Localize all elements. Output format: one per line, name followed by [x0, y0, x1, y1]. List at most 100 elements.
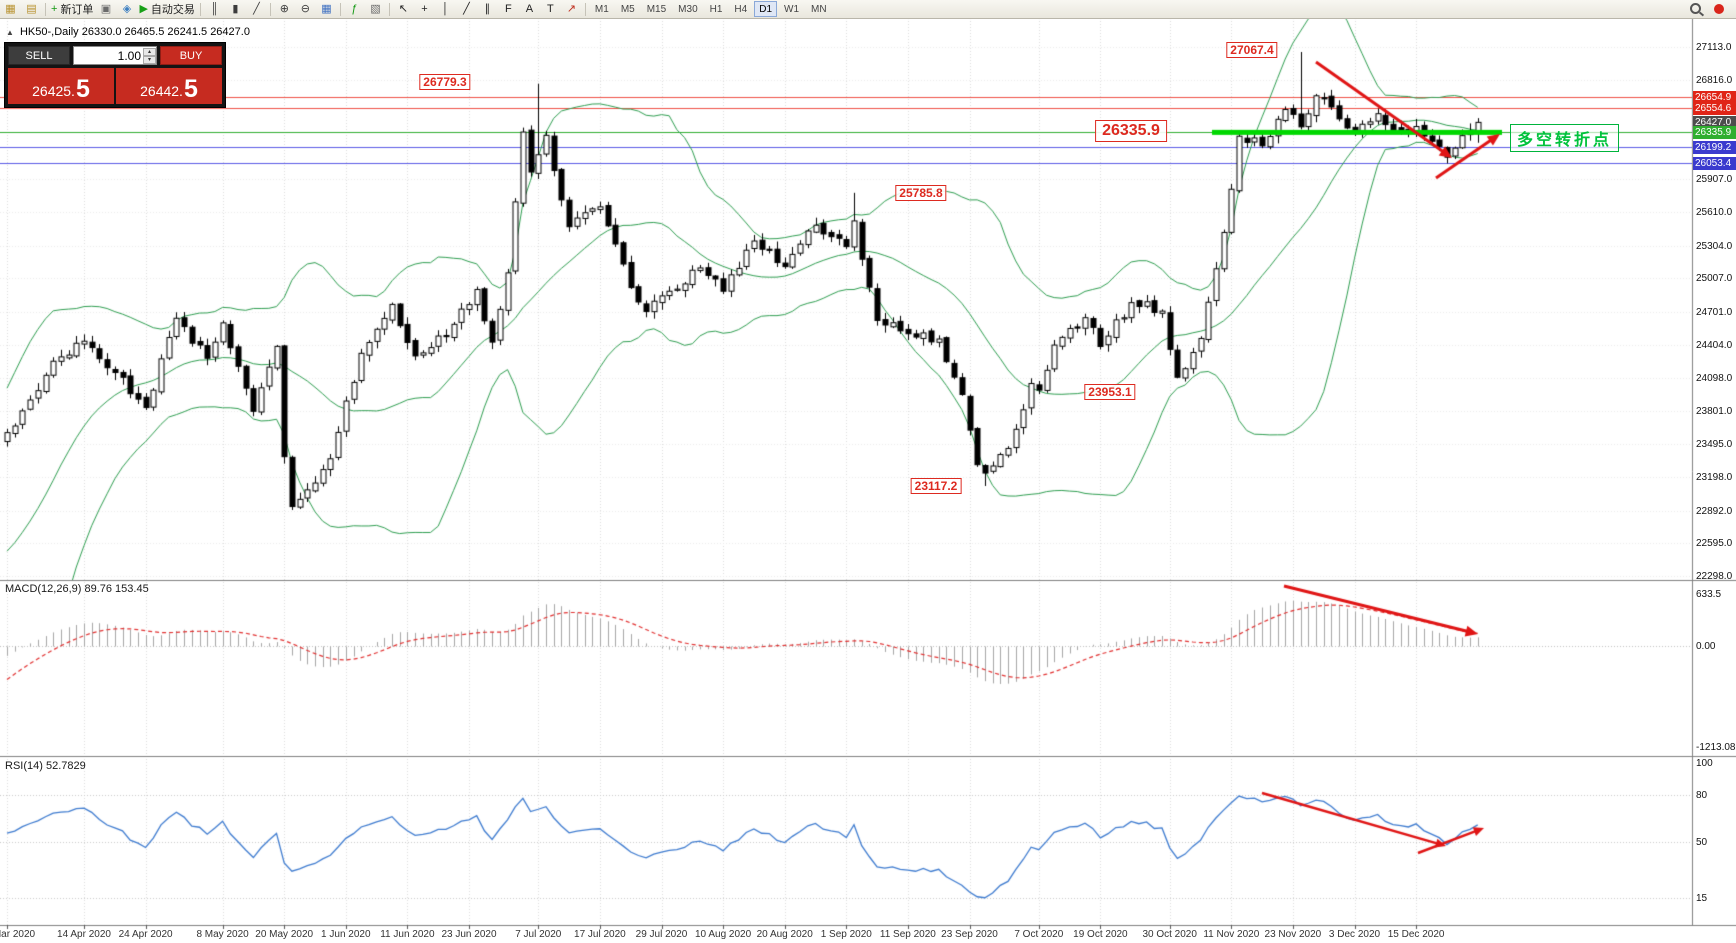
market-watch-button[interactable]: ▣	[95, 1, 116, 17]
price-tick: 24404.0	[1696, 339, 1733, 351]
vertical-line-button[interactable]: │	[435, 1, 456, 17]
price-tag: 26654.9	[1693, 90, 1736, 104]
price-annotation[interactable]: 23117.2	[910, 478, 962, 494]
sell-button[interactable]: SELL	[8, 46, 70, 65]
buy-button[interactable]: BUY	[160, 46, 222, 65]
price-tick: 22298.0	[1696, 571, 1733, 582]
price-annotation[interactable]: 26335.9	[1095, 120, 1167, 142]
date-label: 11 Nov 2020	[1203, 929, 1260, 940]
date-label: 30 Oct 2020	[1142, 929, 1197, 940]
rsi-tick: 50	[1696, 837, 1708, 849]
candlestick-icon: ▮	[232, 2, 239, 15]
line-chart-icon: ╱	[253, 2, 260, 15]
rsi-tick: 100	[1696, 758, 1713, 769]
channel-icon: ∥	[484, 2, 491, 15]
search-button[interactable]	[1686, 1, 1708, 17]
zoom-in-button[interactable]: ⊕	[274, 1, 295, 17]
autotrading-button[interactable]: ▶ 自动交易	[137, 1, 196, 17]
chart-window-icon: ▦	[5, 2, 16, 15]
objects-icon: ▧	[370, 2, 381, 15]
price-tick: 26816.0	[1696, 74, 1733, 86]
macd-label: MACD(12,26,9) 89.76 153.45	[5, 583, 149, 595]
timeframe-m30-button[interactable]: M30	[678, 3, 698, 15]
timeframe-m15-button[interactable]: M15	[646, 3, 667, 15]
timeframe-m5-button[interactable]: M5	[620, 3, 635, 15]
date-label: 1 Jun 2020	[321, 929, 371, 940]
zoom-out-button[interactable]: ⊖	[295, 1, 316, 17]
cursor-button[interactable]: ↖	[393, 1, 414, 17]
line-chart-mode-button[interactable]: ╱	[246, 1, 267, 17]
objects-button[interactable]: ▧	[365, 1, 386, 17]
price-tick: 23198.0	[1696, 472, 1733, 484]
timeframe-h1-button[interactable]: H1	[709, 3, 723, 15]
new-chart-button[interactable]: ▦	[0, 1, 21, 17]
timeframe-h4-button[interactable]: H4	[734, 3, 748, 15]
sell-price-big-digit: 5	[75, 75, 90, 103]
price-annotation[interactable]: 25785.8	[895, 185, 947, 201]
price-annotation[interactable]: 23953.1	[1084, 384, 1136, 400]
date-label: 20 May 2020	[255, 929, 314, 940]
new-order-icon: +	[51, 2, 58, 15]
price-tick: 22892.0	[1696, 505, 1733, 517]
price-tick: 24098.0	[1696, 373, 1733, 385]
date-label: 23 Sep 2020	[941, 929, 998, 940]
tile-windows-button[interactable]: ▦	[316, 1, 337, 17]
profiles-button[interactable]: ▤	[21, 1, 42, 17]
toolbar-separator	[199, 2, 201, 16]
price-tick: 25007.0	[1696, 273, 1733, 285]
toolbar-separator	[584, 2, 586, 16]
crosshair-button[interactable]: +	[414, 1, 435, 17]
note-annotation[interactable]: 多空转折点	[1510, 124, 1620, 152]
candlestick-mode-button[interactable]: ▮	[225, 1, 246, 17]
date-label: 11 Jun 2020	[380, 929, 435, 940]
date-label: 1 Sep 2020	[820, 929, 872, 940]
date-label: 7 Oct 2020	[1014, 929, 1064, 940]
buy-price: 26442.	[140, 83, 183, 99]
timeframe-d1-button[interactable]: D1	[754, 1, 778, 17]
toolbar-separator	[339, 2, 341, 16]
date-label: 20 Aug 2020	[756, 929, 813, 940]
ohlc-values: 26330.0 26465.5 26241.5 26427.0	[81, 26, 250, 38]
bar-chart-mode-button[interactable]: ║	[204, 1, 225, 17]
search-icon	[1690, 2, 1701, 14]
notifications-button[interactable]	[1708, 1, 1730, 17]
volume-stepper[interactable]: 1.00 ▴ ▾	[73, 46, 157, 65]
toolbar-separator	[269, 2, 271, 16]
strategy-tester-button[interactable]: ◈	[116, 1, 137, 17]
sell-price-tile[interactable]: 26425. 5	[8, 68, 114, 104]
autotrading-button-label: 自动交易	[150, 4, 195, 16]
label-button[interactable]: T	[540, 1, 561, 17]
price-annotation[interactable]: 27067.4	[1226, 42, 1278, 58]
volume-down-button[interactable]: ▾	[143, 55, 156, 64]
timeframe-w1-button[interactable]: W1	[784, 3, 800, 15]
channel-button[interactable]: ∥	[477, 1, 498, 17]
volume-up-button[interactable]: ▴	[143, 47, 156, 56]
rsi-label: RSI(14) 52.7829	[5, 760, 86, 772]
text-button[interactable]: A	[519, 1, 540, 17]
price-annotation[interactable]: 26779.3	[419, 74, 471, 90]
date-label: 15 Dec 2020	[1387, 929, 1445, 940]
arrow-tool-button[interactable]: ↗	[561, 1, 582, 17]
price-tick: 23495.0	[1696, 439, 1733, 451]
buy-price-tile[interactable]: 26442. 5	[116, 68, 222, 104]
indicators-button[interactable]: ƒ	[344, 1, 365, 17]
date-label: 8 May 2020	[196, 929, 249, 940]
volume-spinner: ▴ ▾	[143, 47, 156, 64]
timeframe-m1-button[interactable]: M1	[594, 3, 609, 15]
fibonacci-icon: F	[505, 2, 512, 15]
bar-chart-icon: ║	[210, 2, 219, 15]
one-click-trading-panel: SELL 1.00 ▴ ▾ BUY 26425. 5 26442. 5	[4, 42, 226, 108]
price-tick: 25907.0	[1696, 174, 1733, 186]
price-tag: 26053.4	[1693, 156, 1736, 170]
macd-tick: -1213.08	[1696, 742, 1736, 753]
rsi-tick: 15	[1696, 892, 1708, 904]
trendline-button[interactable]: ╱	[456, 1, 477, 17]
zoom-out-icon: ⊖	[300, 2, 311, 15]
date-label: 3 Dec 2020	[1328, 929, 1381, 940]
timeframe-mn-button[interactable]: MN	[811, 3, 827, 15]
panel-collapse-icon[interactable]: ▲	[6, 28, 14, 37]
rsi-tick: 80	[1696, 789, 1708, 801]
fibonacci-button[interactable]: F	[498, 1, 519, 17]
new-order-button[interactable]: + 新订单	[49, 1, 95, 17]
